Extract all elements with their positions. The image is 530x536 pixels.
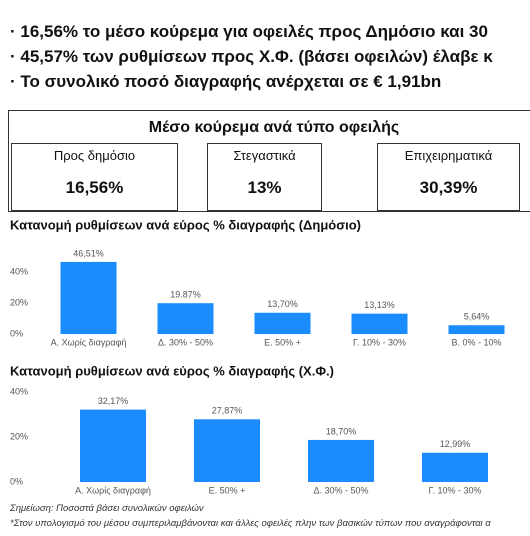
card: Προς δημόσιο 16,56% — [11, 143, 178, 211]
card-value: 13% — [247, 178, 282, 197]
bar — [157, 303, 214, 334]
x-tick-label: Γ. 10% - 30% — [429, 485, 482, 495]
x-tick-label: Δ. 30% - 50% — [313, 485, 368, 495]
bar — [80, 409, 146, 482]
card-label: Επιχειρηματικά — [404, 148, 493, 163]
card: Επιχειρηματικά 30,39% — [377, 143, 520, 211]
bar — [194, 419, 260, 482]
x-tick-label: Ε. 50% + — [209, 485, 246, 495]
bar — [422, 452, 488, 482]
y-tick-label: 20% — [10, 431, 28, 441]
bullet: 16,56% το μέσο κούρεμα για οφειλές προς … — [10, 22, 488, 42]
bar — [448, 325, 505, 334]
x-tick-label: Α. Χωρίς διαγραφή — [51, 337, 127, 347]
x-tick-label: Β. 0% - 10% — [451, 337, 501, 347]
data-label: 46,51% — [73, 248, 104, 258]
card-value: 30,39% — [419, 178, 478, 197]
note: *Στον υπολογισμό του μέσου συμπεριλαμβάν… — [10, 518, 491, 529]
data-label: 12,99% — [440, 439, 471, 449]
data-label: 5,64% — [464, 312, 490, 322]
y-tick-label: 40% — [10, 386, 28, 396]
card-label: Στεγαστικά — [233, 148, 296, 163]
data-label: 32,17% — [98, 396, 129, 406]
x-tick-label: Ε. 50% + — [264, 337, 301, 347]
note: Σημείωση: Ποσοστά βάσει συνολικών οφειλώ… — [10, 503, 204, 514]
y-tick-label: 0% — [10, 328, 23, 338]
bar — [308, 439, 374, 482]
x-tick-label: Γ. 10% - 30% — [353, 337, 406, 347]
bar — [60, 261, 117, 334]
card-label: Προς δημόσιο — [53, 148, 136, 163]
y-tick-label: 40% — [10, 266, 28, 276]
data-label: 13,13% — [364, 300, 395, 310]
summary-box: Μέσο κούρεμα ανά τύπο οφειλής Προς δημόσ… — [8, 110, 530, 212]
chart-title: Κατανομή ρυθμίσεων ανά εύρος % διαγραφής… — [10, 363, 334, 378]
bar — [254, 312, 311, 334]
bullet: 45,57% των ρυθμίσεων προς Χ.Φ. (βάσει οφ… — [10, 47, 492, 67]
x-tick-label: Α. Χωρίς διαγραφή — [75, 485, 151, 495]
x-tick-label: Δ. 30% - 50% — [158, 337, 213, 347]
data-label: 13,70% — [267, 299, 298, 309]
bar — [351, 313, 408, 334]
data-label: 18,70% — [326, 426, 357, 436]
card-value: 16,56% — [65, 178, 124, 197]
chart-title: Κατανομή ρυθμίσεων ανά εύρος % διαγραφής… — [10, 217, 361, 232]
card: Στεγαστικά 13% — [207, 143, 322, 211]
summary-title: Μέσο κούρεμα ανά τύπο οφειλής — [148, 119, 400, 136]
data-label: 19.87% — [170, 290, 201, 300]
y-tick-label: 0% — [10, 476, 23, 486]
y-tick-label: 20% — [10, 297, 28, 307]
bullet: Το συνολικό ποσό διαγραφής ανέρχεται σε … — [10, 72, 441, 92]
data-label: 27,87% — [212, 406, 243, 416]
